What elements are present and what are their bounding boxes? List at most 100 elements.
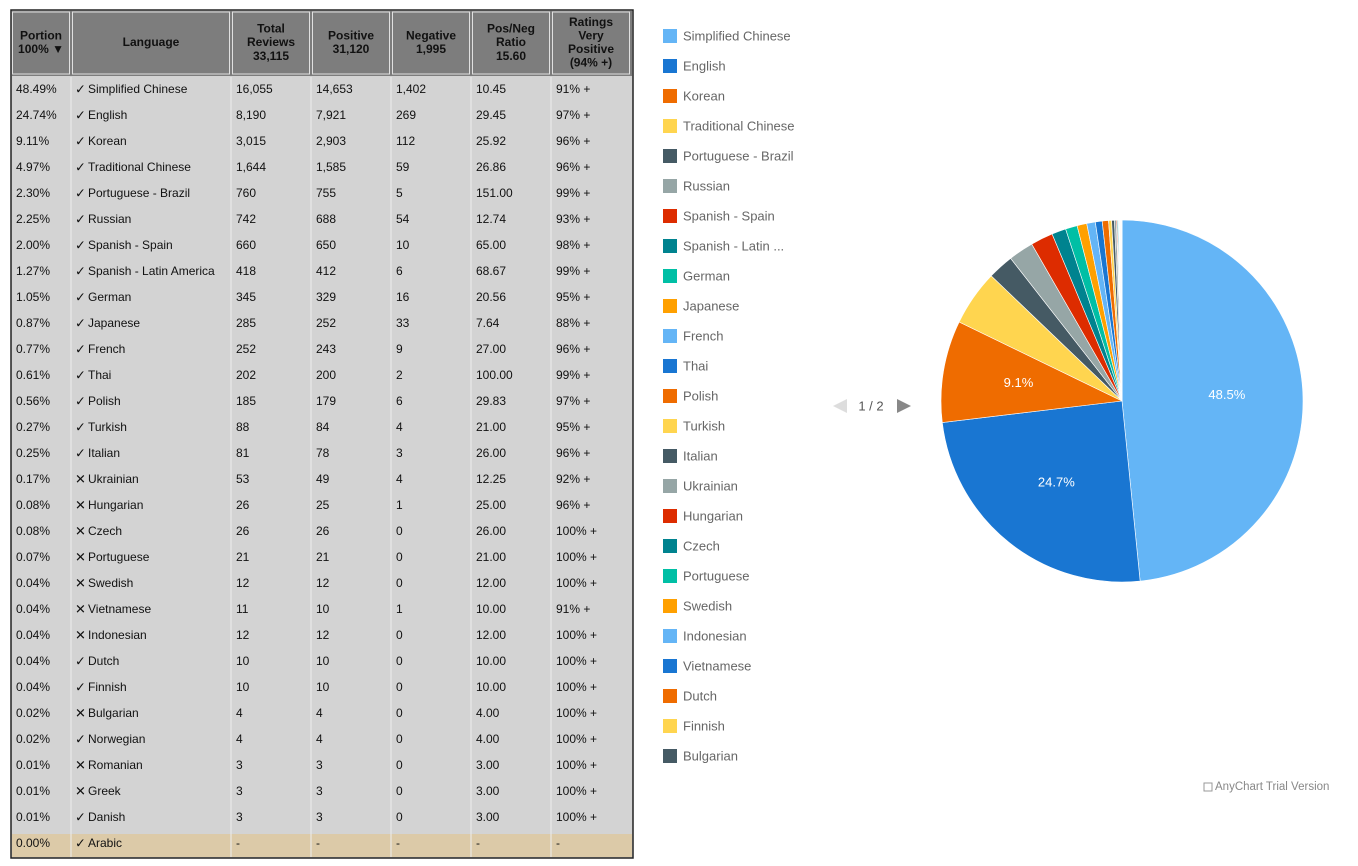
legend-swatch [663, 569, 677, 583]
portion: 0.04% [16, 628, 50, 642]
cell: 202 [236, 368, 256, 382]
legend-swatch [663, 29, 677, 43]
legend-swatch [663, 329, 677, 343]
cell: 20.56 [476, 290, 506, 304]
support-icon: ✓ [75, 81, 86, 96]
cell: 243 [316, 342, 336, 356]
legend-swatch [663, 359, 677, 373]
legend-label: Traditional Chinese [683, 118, 795, 133]
legend-swatch [663, 149, 677, 163]
legend-swatch [663, 299, 677, 313]
cell: 100% + [556, 732, 597, 746]
cell: 84 [316, 420, 330, 434]
support-icon: ✓ [75, 445, 86, 460]
support-icon: ✓ [75, 315, 86, 330]
legend-label: French [683, 328, 723, 343]
cell: 96% + [556, 446, 590, 460]
language: German [88, 290, 131, 304]
legend: Simplified Chinese English Korean Tradition… [663, 28, 795, 763]
header-text: Total [257, 22, 285, 36]
portion: 1.05% [16, 290, 50, 304]
header-text: 1,995 [416, 42, 446, 56]
cell: 1,402 [396, 82, 426, 96]
language: Spanish - Spain [88, 238, 173, 252]
watermark: AnyChart Trial Version [1215, 781, 1329, 793]
cell: 252 [236, 342, 256, 356]
portion: 0.04% [16, 576, 50, 590]
cell: 4 [236, 732, 243, 746]
legend-label: Italian [683, 448, 718, 463]
cell: 49 [316, 472, 330, 486]
row-highlight [12, 834, 632, 857]
header-text: Portion [20, 28, 62, 42]
legend-label: Czech [683, 538, 720, 553]
cell: 4.00 [476, 706, 500, 720]
cell: 99% + [556, 264, 590, 278]
support-icon: ✕ [75, 705, 86, 720]
cell: 11 [236, 602, 249, 616]
header-text: Language [123, 35, 180, 49]
support-icon: ✓ [75, 237, 86, 252]
cell: 21 [236, 550, 250, 564]
cell: 88 [236, 420, 250, 434]
header-cell [232, 11, 310, 75]
legend-label: Russian [683, 178, 730, 193]
cell: 4.00 [476, 732, 500, 746]
cell: 0 [396, 524, 403, 538]
cell: 650 [316, 238, 336, 252]
legend-label: Hungarian [683, 508, 743, 523]
legend-next[interactable] [897, 399, 911, 413]
cell: 59 [396, 160, 410, 174]
language: Vietnamese [88, 602, 151, 616]
cell: 78 [316, 446, 330, 460]
cell: 2 [396, 368, 403, 382]
support-icon: ✓ [75, 809, 86, 824]
cell: 1,585 [316, 160, 346, 174]
slice-label: 24.7% [1038, 474, 1075, 489]
cell: 0 [396, 784, 403, 798]
legend-label: Vietnamese [683, 658, 751, 673]
cell: 345 [236, 290, 256, 304]
legend-label: Spanish - Spain [683, 208, 775, 223]
cell: 27.00 [476, 342, 506, 356]
legend-swatch [663, 599, 677, 613]
language: Hungarian [88, 498, 143, 512]
cell: 3,015 [236, 134, 266, 148]
support-icon: ✓ [75, 341, 86, 356]
cell: 0 [396, 732, 403, 746]
header-text: Very [578, 28, 604, 42]
cell: 185 [236, 394, 256, 408]
portion: 0.04% [16, 602, 50, 616]
cell: 8,190 [236, 108, 266, 122]
portion: 0.25% [16, 446, 50, 460]
legend-label: Korean [683, 88, 725, 103]
cell: 1 [396, 602, 403, 616]
language: Italian [88, 446, 120, 460]
legend-swatch [663, 89, 677, 103]
cell: - [556, 836, 560, 850]
cell: 10 [396, 238, 410, 252]
cell: 10 [236, 654, 250, 668]
legend-label: Portuguese - Brazil [683, 148, 794, 163]
cell: 4 [236, 706, 243, 720]
cell: 81 [236, 446, 250, 460]
legend-swatch [663, 389, 677, 403]
language: Finnish [88, 680, 127, 694]
cell: 3 [316, 784, 323, 798]
table-frame [10, 9, 634, 859]
legend-label: Polish [683, 388, 718, 403]
cell: 151.00 [476, 186, 513, 200]
cell: 12 [236, 576, 250, 590]
support-icon: ✕ [75, 471, 86, 486]
cell: 96% + [556, 498, 590, 512]
legend-swatch [663, 749, 677, 763]
legend-prev[interactable] [833, 399, 847, 413]
cell: 100% + [556, 576, 597, 590]
header-text: 100% ▼ [18, 42, 64, 56]
portion: 0.77% [16, 342, 50, 356]
support-icon: ✓ [75, 289, 86, 304]
legend-swatch [663, 209, 677, 223]
cell: 25 [316, 498, 330, 512]
cell: 26.00 [476, 524, 506, 538]
portion: 2.00% [16, 238, 50, 252]
